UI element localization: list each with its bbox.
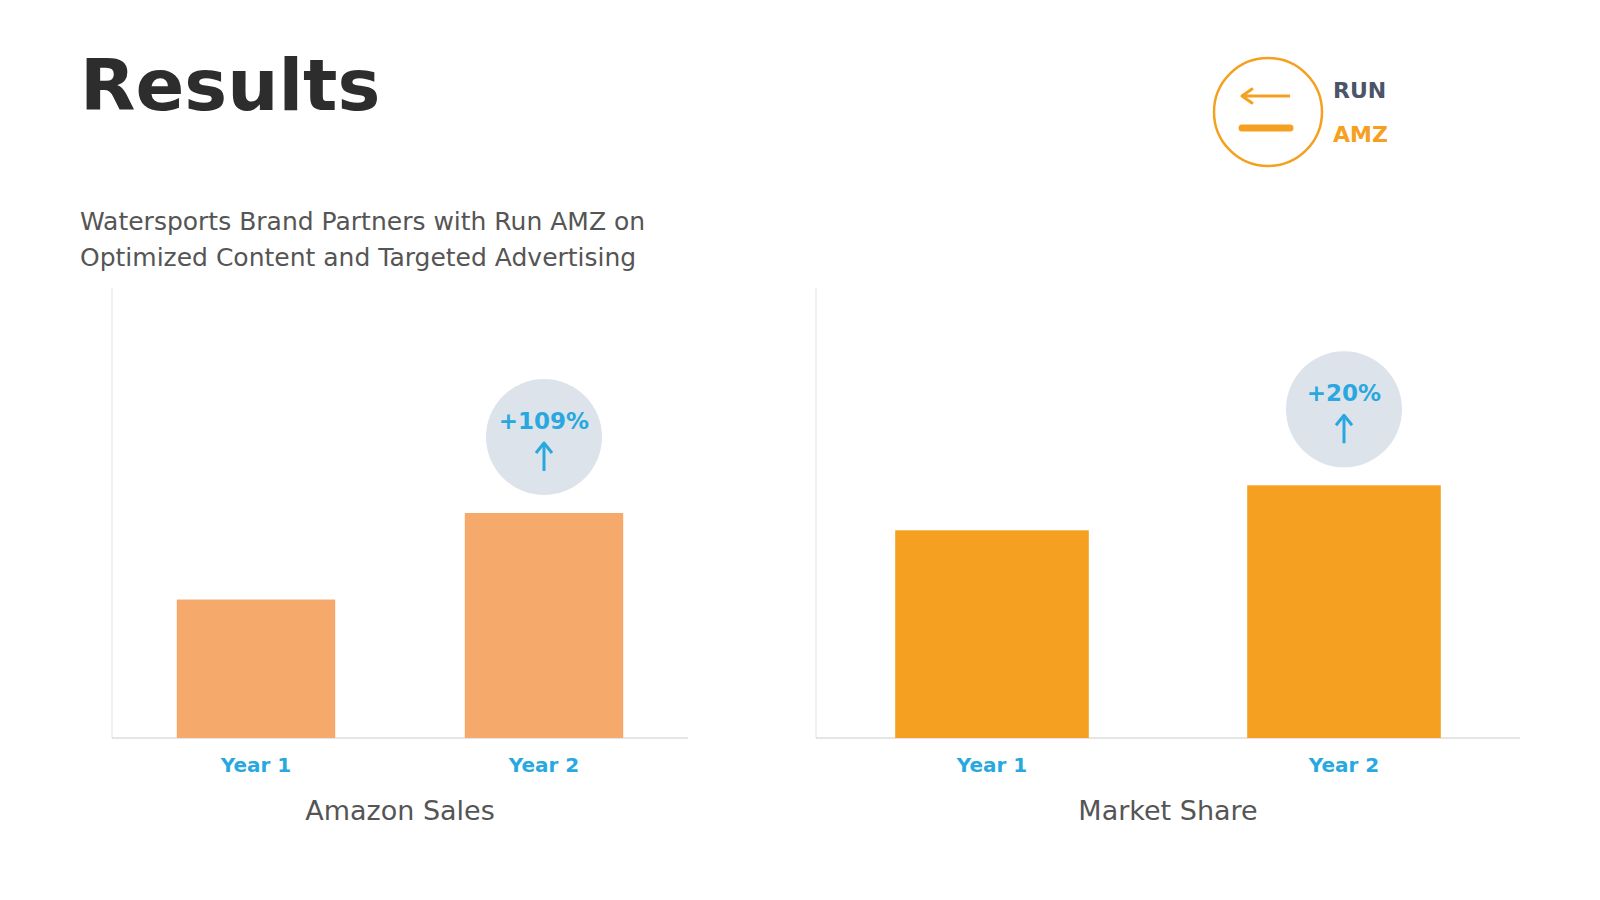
logo-text: RUN — [1333, 78, 1386, 103]
bar — [1247, 485, 1441, 738]
annotation-text: +20% — [1307, 380, 1381, 406]
logo-text: AMZ — [1333, 122, 1388, 147]
bars — [177, 513, 623, 738]
chart-canvas: Results Watersports Brand Partners with R… — [0, 0, 1600, 900]
annotation-arrow — [1343, 417, 1346, 443]
logo-circle — [1214, 58, 1322, 166]
subtitle: Optimized Content and Targeted Advertisi… — [80, 243, 636, 272]
page-title: Results — [80, 43, 380, 127]
bar — [177, 600, 335, 738]
logo-arrow-line — [1242, 95, 1290, 98]
background — [0, 0, 1600, 900]
x-tick-label: Year 2 — [1308, 753, 1379, 777]
subtitle: Watersports Brand Partners with Run AMZ … — [80, 207, 645, 236]
annotation: +20% — [1286, 351, 1402, 467]
bar-chart: Year 1 Year 2 Market Share +20% — [816, 288, 1520, 826]
annotation-circle — [486, 379, 602, 495]
y-axis-line — [112, 288, 113, 738]
x-tick-label: Year 1 — [220, 753, 291, 777]
annotation: +109% — [486, 379, 602, 495]
logo-arrow-head — [1242, 89, 1252, 103]
logo-bar — [1242, 125, 1290, 132]
annotation-circle — [1286, 351, 1402, 467]
chart-title: Amazon Sales — [305, 795, 495, 826]
annotation-text: +109% — [499, 408, 589, 434]
x-tick-label: Year 1 — [956, 753, 1027, 777]
bars — [895, 485, 1441, 738]
annotation-arrow — [543, 445, 546, 471]
bar-chart: Year 1 Year 2 Amazon Sales +109% — [112, 288, 688, 826]
bar — [895, 530, 1089, 738]
annotation-arrow-head — [536, 443, 552, 453]
annotation-arrow-head — [1336, 415, 1352, 425]
logo: RUN AMZ — [1214, 58, 1388, 166]
page-root: Results Watersports Brand Partners with R… — [0, 0, 1600, 900]
chart-title: Market Share — [1078, 795, 1257, 826]
bar — [465, 513, 623, 738]
x-tick-label: Year 2 — [508, 753, 579, 777]
y-axis-line — [816, 288, 817, 738]
